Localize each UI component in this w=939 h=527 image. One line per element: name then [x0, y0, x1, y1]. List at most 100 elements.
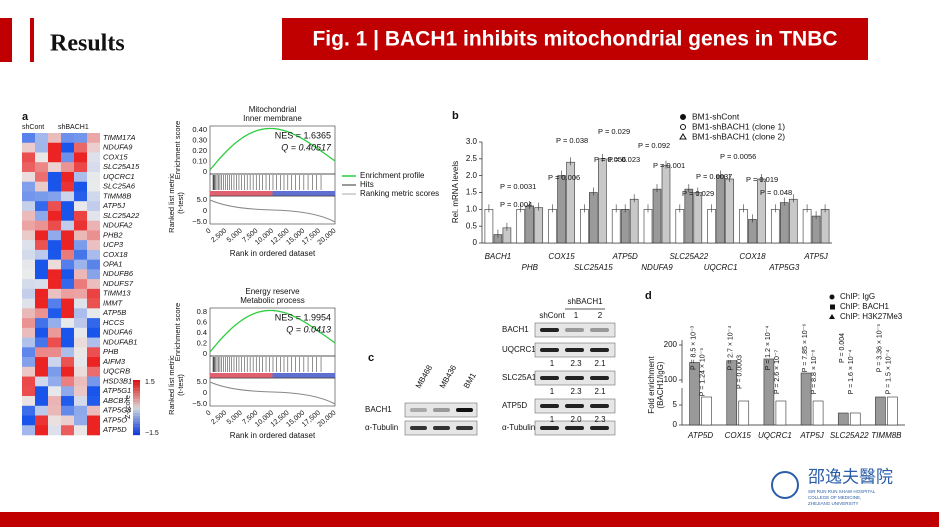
p-value: P = 1.2 × 10⁻⁴ [765, 326, 772, 371]
bar [716, 175, 725, 244]
heatmap-cell [22, 357, 35, 368]
metric-axis-label: Ranked list metric [167, 355, 176, 415]
metric-tick: 0 [203, 388, 207, 397]
cell-line: MB468 [414, 363, 435, 390]
heatmap-cell [74, 298, 87, 309]
bar [693, 192, 703, 244]
bar [611, 209, 621, 244]
p-value: P = 1.24 × 10⁻⁵ [699, 348, 706, 397]
quant-label: 1 [550, 387, 555, 396]
x-tick: 0 [205, 410, 213, 418]
es-tick: 0.20 [192, 146, 207, 155]
x-tick-label: ATP5G3 [768, 263, 800, 272]
x-tick: 2,500 [210, 410, 228, 427]
heatmap-cell [35, 318, 48, 329]
heatmap-cell [74, 162, 87, 173]
gene-label: HSD3B1 [103, 376, 132, 385]
heatmap-cell [22, 162, 35, 173]
heatmap-cell [35, 210, 48, 221]
p-value: P = 0.023 [608, 155, 640, 164]
heatmap-cell [74, 376, 87, 387]
y-axis-label: (BACH1/IgG) [656, 361, 665, 408]
heatmap-cell [87, 405, 100, 416]
heatmap-cell [87, 415, 100, 426]
bar [812, 400, 824, 426]
heatmap-cell [74, 347, 87, 358]
heatmap-cell [48, 210, 61, 221]
heatmap-cell [87, 386, 100, 397]
heatmap-cell [35, 308, 48, 319]
p-value: P = 0.019 [746, 175, 778, 184]
p-value: P = 8.8 × 10⁻⁸ [811, 350, 818, 395]
bar [849, 412, 861, 426]
y-tick-label: 0 [673, 420, 678, 429]
y-tick-label: 1.0 [466, 204, 478, 213]
heatmap-cell [48, 152, 61, 163]
p-value: P = 0.0003 [737, 355, 744, 389]
heatmap-cell [35, 298, 48, 309]
band [590, 376, 609, 380]
heatmap-cell [74, 396, 87, 407]
heatmap-cell [22, 337, 35, 348]
heatmap-cell [61, 386, 74, 397]
rank-gradient-blue [272, 373, 335, 378]
heatmap-cell [48, 405, 61, 416]
gene-label: TIMM8B [103, 191, 131, 200]
legend-marker [830, 304, 835, 310]
x-tick-label: COX18 [739, 252, 766, 261]
heatmap-cell [87, 318, 100, 329]
y-tick-label: 3.0 [466, 137, 478, 146]
heatmap-cell [61, 279, 74, 290]
panel-label: b [452, 110, 459, 122]
rank-gradient-red [210, 373, 273, 378]
colorbar-cell [133, 393, 140, 397]
heatmap-cell [35, 425, 48, 436]
logo-line: ZHEJIANG UNIVERSITY [808, 501, 859, 506]
bar [643, 209, 653, 244]
x-tick: 0 [205, 228, 213, 236]
bar [738, 400, 750, 426]
quant-label: 2.3 [594, 415, 606, 424]
bar [775, 400, 787, 426]
legend-label: ChIP: H3K27Me3 [840, 312, 903, 321]
row-label: BACH1 [502, 325, 529, 334]
colorbar-cell [133, 380, 140, 383]
es-tick: 0.8 [197, 307, 207, 316]
gene-label: COX18 [103, 250, 128, 259]
es-axis-label: Enrichment score [173, 121, 182, 179]
band [565, 376, 584, 380]
colorbar-cell [133, 385, 140, 389]
heatmap-cell [22, 181, 35, 192]
legend-marker [829, 294, 835, 300]
heatmap-cell [61, 396, 74, 407]
heatmap-cell [74, 259, 87, 270]
heatmap-cell [61, 269, 74, 280]
heatmap-cell [48, 415, 61, 426]
bar [725, 178, 734, 244]
quant-label: 2.0 [570, 415, 582, 424]
heatmap-cell [74, 288, 87, 299]
heatmap-cell [35, 152, 48, 163]
panel-label: c [368, 352, 374, 364]
heatmap-cell [35, 249, 48, 260]
heatmap-cell [61, 298, 74, 309]
heatmap-cell [74, 337, 87, 348]
heatmap-cell [61, 142, 74, 153]
colorbar-cell [133, 413, 140, 416]
logo-name: 邵逸夫醫院 [808, 468, 893, 488]
logo-line: COLLEGE OF MEDICINE, [808, 495, 861, 500]
x-tick-label: ATP5D [687, 431, 713, 440]
heatmap-cell [61, 288, 74, 299]
colorbar-cell [133, 402, 140, 405]
gene-label: ABCB7 [102, 396, 128, 405]
heatmap-cell [87, 298, 100, 309]
heatmap-cell [48, 298, 61, 309]
gene-label: UQCRB [103, 367, 130, 376]
gene-label: IMMT [103, 298, 124, 307]
heatmap-cell [22, 249, 35, 260]
heatmap-cell [74, 201, 87, 212]
gene-label: NDUFB6 [103, 269, 134, 278]
heatmap-cell [22, 142, 35, 153]
logo-emblem [771, 471, 799, 499]
slide-title: Results [50, 31, 125, 57]
